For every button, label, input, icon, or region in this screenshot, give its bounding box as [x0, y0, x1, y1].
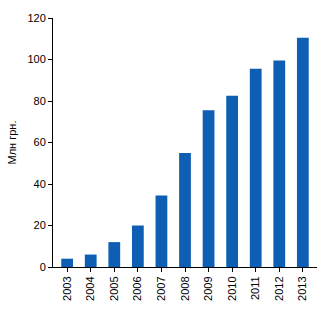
svg-text:2008: 2008: [179, 276, 191, 300]
svg-text:40: 40: [34, 178, 46, 190]
svg-text:20: 20: [34, 219, 46, 231]
svg-text:Млн грн.: Млн грн.: [6, 121, 18, 165]
svg-text:2007: 2007: [155, 276, 167, 300]
svg-text:120: 120: [27, 12, 45, 24]
svg-text:2006: 2006: [131, 276, 143, 300]
svg-text:2003: 2003: [61, 276, 73, 300]
svg-text:2009: 2009: [202, 276, 214, 300]
svg-text:2010: 2010: [226, 276, 238, 300]
svg-text:100: 100: [27, 53, 45, 65]
svg-text:60: 60: [34, 136, 46, 148]
svg-text:2004: 2004: [84, 276, 96, 300]
svg-text:2012: 2012: [273, 276, 285, 300]
svg-text:2005: 2005: [108, 276, 120, 300]
svg-text:2013: 2013: [296, 276, 308, 300]
svg-text:0: 0: [40, 261, 46, 273]
svg-text:80: 80: [34, 95, 46, 107]
svg-text:2011: 2011: [249, 276, 261, 300]
